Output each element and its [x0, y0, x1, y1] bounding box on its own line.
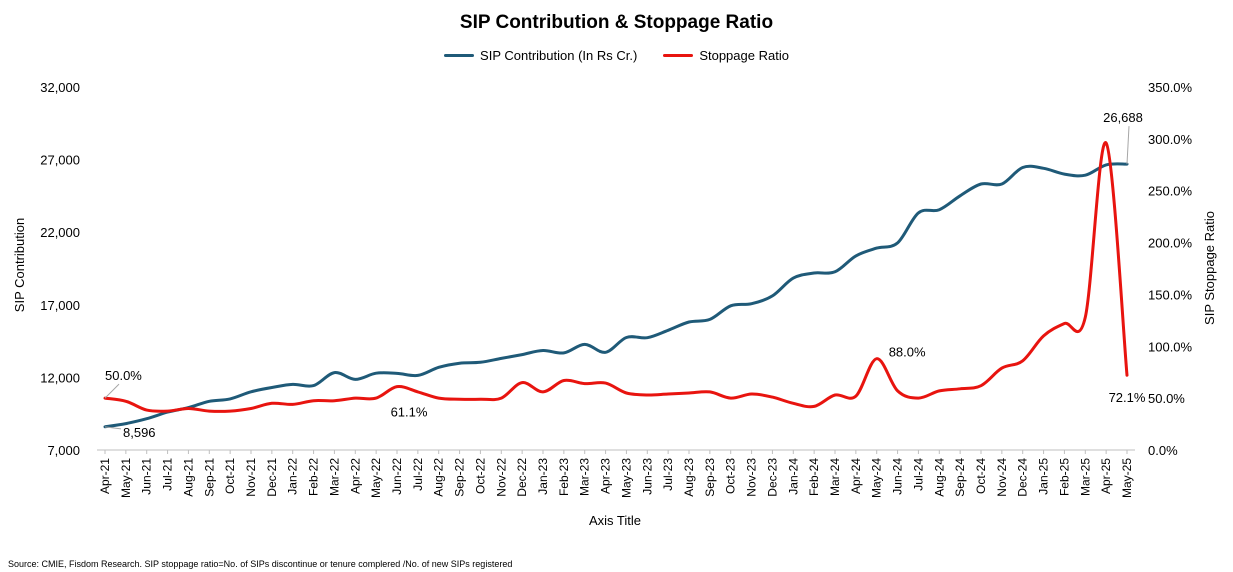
x-tick-label: May-23	[619, 458, 633, 498]
y-tick-label: 27,000	[40, 153, 80, 168]
data-label: 8,596	[123, 425, 156, 440]
x-tick-label: Nov-21	[244, 458, 258, 497]
x-tick-label: Apr-23	[599, 458, 613, 494]
x-tick-label: Sep-21	[202, 458, 216, 497]
y2-tick-label: 100.0%	[1148, 339, 1193, 354]
y2-tick-label: 350.0%	[1148, 80, 1193, 95]
x-axis-title: Axis Title	[589, 513, 641, 528]
y2-axis-title: SIP Stoppage Ratio	[1202, 211, 1217, 325]
y2-tick-label: 150.0%	[1148, 287, 1193, 302]
series-line-stoppage-ratio	[103, 141, 1129, 413]
series-layer	[103, 141, 1129, 429]
x-tick-label: Nov-22	[494, 458, 508, 497]
x-tick-label: Aug-23	[682, 458, 696, 497]
data-label: 26,688	[1103, 110, 1143, 125]
x-tick-label: Mar-25	[1078, 458, 1092, 496]
x-tick-label: Jun-22	[390, 458, 404, 495]
y-tick-label: 12,000	[40, 370, 80, 385]
x-tick-label: Sep-24	[953, 458, 967, 497]
x-tick-label: Apr-24	[849, 458, 863, 494]
x-tick-label: Dec-24	[1016, 458, 1030, 497]
legend-label-sip-contribution: SIP Contribution (In Rs Cr.)	[480, 48, 638, 63]
y-tick-label: 22,000	[40, 225, 80, 240]
legend-label-stoppage-ratio: Stoppage Ratio	[699, 48, 789, 63]
y-tick-label: 17,000	[40, 298, 80, 313]
x-tick-label: Jul-22	[411, 458, 425, 491]
data-label-leader	[104, 383, 120, 399]
data-label-leader	[104, 426, 122, 430]
x-tick-label: Aug-24	[932, 458, 946, 497]
data-label: 72.1%	[1109, 390, 1146, 405]
legend-item-stoppage-ratio: Stoppage Ratio	[663, 48, 789, 63]
x-tick-label: Jan-22	[286, 458, 300, 495]
axes-layer: 7,000 12,000 17,000 22,000 27,000 32,000 0.0% 5…	[40, 80, 1192, 498]
x-tick-label: Nov-23	[745, 458, 759, 497]
legend: SIP Contribution (In Rs Cr.) Stoppage Ra…	[0, 48, 1233, 63]
x-tick-label: Sep-22	[453, 458, 467, 497]
x-tick-label: Sep-23	[703, 458, 717, 497]
chart-title: SIP Contribution & Stoppage Ratio	[459, 12, 774, 33]
x-tick-label: Mar-24	[828, 458, 842, 496]
x-tick-label: Feb-22	[307, 458, 321, 496]
x-tick-label: May-21	[119, 458, 133, 498]
x-tick-label: Jan-25	[1037, 458, 1051, 495]
data-label-leader	[1126, 126, 1130, 165]
x-tick-label: May-22	[369, 458, 383, 498]
x-tick-label: Jul-23	[661, 458, 675, 491]
x-tick-label: Apr-25	[1099, 458, 1113, 494]
x-tick-label: Jan-23	[536, 458, 550, 495]
x-tick-label: Jun-24	[891, 458, 905, 495]
y2-tick-label: 250.0%	[1148, 184, 1193, 199]
y-tick-label: 7,000	[47, 443, 80, 458]
data-label: 88.0%	[889, 345, 926, 360]
x-tick-label: Feb-23	[557, 458, 571, 496]
x-tick-label: Jan-24	[786, 458, 800, 495]
x-tick-label: Oct-24	[974, 458, 988, 494]
x-tick-label: Jun-23	[640, 458, 654, 495]
data-label: 61.1%	[391, 405, 428, 420]
legend-item-sip-contribution: SIP Contribution (In Rs Cr.)	[444, 48, 637, 63]
x-tick-label: Dec-23	[765, 458, 779, 497]
x-tick-label: Oct-22	[473, 458, 487, 494]
x-tick-label: Feb-25	[1057, 458, 1071, 496]
x-tick-label: Jun-21	[140, 458, 154, 495]
x-tick-label: Oct-23	[724, 458, 738, 494]
y2-tick-label: 200.0%	[1148, 236, 1193, 251]
x-tick-label: Dec-22	[515, 458, 529, 497]
x-tick-label: May-24	[870, 458, 884, 498]
x-tick-label: Jul-24	[911, 458, 925, 491]
y2-tick-label: 300.0%	[1148, 132, 1193, 147]
x-tick-label: Apr-21	[98, 458, 112, 494]
x-tick-label: Jul-21	[161, 458, 175, 491]
y-axis-title: SIP Contribution	[12, 218, 27, 312]
x-tick-label: Feb-24	[807, 458, 821, 496]
x-tick-label: Apr-22	[348, 458, 362, 494]
legend-swatch-stoppage-ratio	[663, 54, 694, 57]
y2-tick-label: 0.0%	[1148, 443, 1178, 458]
x-tick-label: Nov-24	[995, 458, 1009, 497]
x-tick-label: Dec-21	[265, 458, 279, 497]
series-line-sip-contribution	[103, 162, 1129, 429]
x-tick-label: Oct-21	[223, 458, 237, 494]
legend-swatch-sip-contribution	[444, 54, 475, 57]
x-tick-label: Aug-21	[181, 458, 195, 497]
data-label: 50.0%	[105, 368, 142, 383]
x-tick-label: Aug-22	[432, 458, 446, 497]
y2-tick-label: 50.0%	[1148, 391, 1185, 406]
x-tick-label: May-25	[1120, 458, 1134, 498]
y-tick-label: 32,000	[40, 80, 80, 95]
data-label-layer: 8,596 26,688 50.0% 61.1% 88.0% 72.1%	[104, 110, 1146, 440]
x-tick-label: Mar-22	[327, 458, 341, 496]
x-tick-label: Mar-23	[578, 458, 592, 496]
source-note: Source: CMIE, Fisdom Research. SIP stopp…	[8, 559, 513, 569]
